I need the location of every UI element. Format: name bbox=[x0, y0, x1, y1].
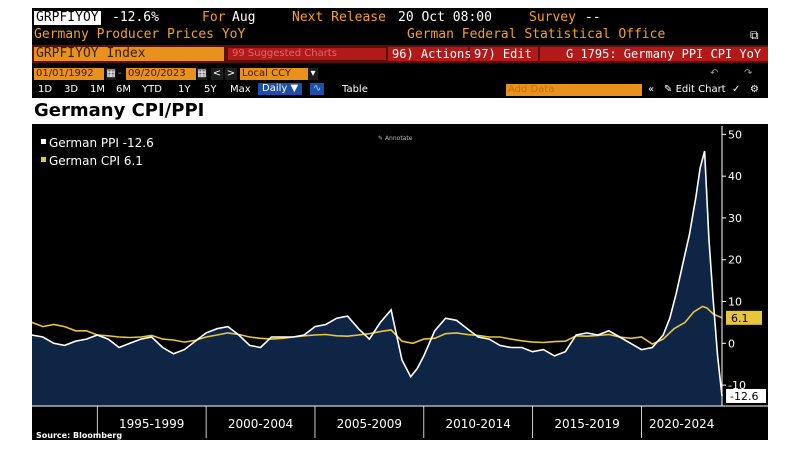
edit-chart-button[interactable]: ✎ Edit Chart bbox=[664, 84, 726, 95]
suggested-charts-button[interactable]: 99 Suggested Charts bbox=[228, 48, 386, 60]
for-label: For bbox=[202, 10, 226, 25]
y-ticks: 50 40 30 20 10 0 -10 bbox=[722, 128, 746, 392]
next-period-icon[interactable]: > bbox=[225, 68, 237, 80]
range-6m[interactable]: 6M bbox=[116, 84, 131, 95]
ppi-badge-text: -12.6 bbox=[730, 390, 758, 403]
legend-box bbox=[36, 130, 206, 174]
last-value: -12.6% bbox=[112, 10, 159, 25]
x-tick-label: 1995-1999 bbox=[119, 417, 184, 431]
redo-icon[interactable]: ↷ bbox=[744, 68, 753, 79]
cpi-badge-background bbox=[726, 310, 762, 325]
add-data-input[interactable]: Add Data bbox=[506, 84, 642, 96]
gear-icon[interactable]: ⚙ bbox=[750, 84, 759, 95]
source-name: German Federal Statistical Office bbox=[407, 27, 666, 42]
start-calendar-icon[interactable]: ▦ bbox=[106, 68, 116, 80]
ppi-last-value-badge: -12.6 bbox=[726, 388, 766, 403]
currency-chevron-icon[interactable]: ▾ bbox=[308, 68, 318, 80]
for-period: Aug bbox=[232, 10, 256, 25]
range-1y[interactable]: 1Y bbox=[178, 84, 191, 95]
range-1d[interactable]: 1D bbox=[38, 84, 53, 95]
legend-ppi-swatch bbox=[41, 139, 46, 144]
y-tick-label: 30 bbox=[728, 212, 742, 225]
x-ticks: 1995-1999 2000-2004 2005-2009 2010-2014 2015… bbox=[96, 406, 714, 438]
security-field[interactable]: GRPFIYOY Index bbox=[34, 47, 224, 61]
chart-area: 50 40 30 20 10 0 -10 1995-1999 2000-2004 2005-20… bbox=[32, 126, 768, 438]
chart-toolbar-row: 1D 3D 1M 6M YTD 1Y 5Y Max Daily ▼ ∿ Tabl… bbox=[32, 82, 768, 98]
range-1m[interactable]: 1M bbox=[90, 84, 105, 95]
ppi-series-line bbox=[32, 150, 723, 397]
range-ytd[interactable]: YTD bbox=[142, 84, 162, 95]
source-footnote: Source: Bloomberg bbox=[36, 431, 123, 440]
chart-title: Germany CPI/PPI bbox=[34, 100, 205, 121]
survey-label: Survey bbox=[529, 10, 576, 25]
cpi-badge-text: 6.1 bbox=[731, 312, 749, 325]
edit-button[interactable]: 97) Edit ▾ bbox=[470, 47, 546, 61]
ticker-box[interactable]: GRPFIYOY bbox=[34, 10, 101, 25]
legend-ppi-label: German PPI -12.6 bbox=[49, 136, 154, 150]
currency-field[interactable]: Local CCY bbox=[240, 68, 308, 80]
chart-reference[interactable]: G 1795: Germany PPI CPI YoY bbox=[540, 47, 768, 61]
cpi-last-value-badge: 6.1 bbox=[726, 310, 762, 325]
x-tick-label: 2010-2014 bbox=[446, 417, 511, 431]
legend-cpi-label: German CPI 6.1 bbox=[49, 154, 143, 168]
range-5y[interactable]: 5Y bbox=[204, 84, 217, 95]
annotate-pencil-icon: ✎ bbox=[378, 135, 385, 142]
line-chart-icon[interactable]: ∿ bbox=[310, 83, 325, 95]
table-button[interactable]: Table bbox=[342, 84, 368, 95]
date-range-row: 01/01/1992 ▦ - 09/20/2023 ▦ < > Local CC… bbox=[32, 66, 768, 82]
y-tick-label: 20 bbox=[728, 254, 742, 267]
popout-icon[interactable]: ⧉ bbox=[750, 28, 759, 42]
x-tick-label: 2015-2019 bbox=[554, 417, 619, 431]
end-date-field[interactable]: 09/20/2023 bbox=[126, 68, 196, 80]
range-max[interactable]: Max bbox=[230, 84, 251, 95]
y-tick-label: -10 bbox=[728, 379, 746, 392]
chart-title-bar: Germany CPI/PPI bbox=[32, 98, 768, 124]
frequency-dropdown[interactable]: Daily ▼ bbox=[258, 83, 303, 95]
y-tick-label: 0 bbox=[728, 337, 735, 350]
collapse-icon[interactable]: « bbox=[648, 84, 655, 95]
survey-value: -- bbox=[585, 10, 601, 25]
x-tick-label: 2000-2004 bbox=[228, 417, 293, 431]
next-release-label: Next Release bbox=[292, 10, 386, 25]
date-separator: - bbox=[118, 68, 122, 79]
annotate-label[interactable]: ✎ Annotate bbox=[378, 135, 413, 142]
series-description-row: Germany Producer Prices YoY German Feder… bbox=[32, 27, 768, 43]
bloomberg-terminal-window: GRPFIYOY -12.6% For Aug Next Release 20 … bbox=[32, 8, 768, 440]
annotate-hint[interactable]: ✎ Annotate bbox=[378, 135, 413, 142]
next-release-value: 20 Oct 08:00 bbox=[398, 10, 492, 25]
settings-check-icon[interactable]: ✓ bbox=[732, 84, 741, 95]
x-tick-label: 2005-2009 bbox=[337, 417, 402, 431]
legend: German PPI -12.6 German CPI 6.1 bbox=[36, 130, 206, 174]
y-tick-label: 40 bbox=[728, 170, 742, 183]
y-tick-label: 50 bbox=[728, 128, 742, 141]
ppi-area-fill bbox=[32, 151, 722, 406]
actions-button[interactable]: 96) Actions ▾ bbox=[388, 47, 486, 61]
legend-cpi-swatch bbox=[41, 157, 46, 162]
start-date-field[interactable]: 01/01/1992 bbox=[34, 68, 104, 80]
ticker-header-row: GRPFIYOY -12.6% For Aug Next Release 20 … bbox=[32, 10, 768, 26]
security-actions-bar: GRPFIYOY Index 99 Suggested Charts 96) A… bbox=[32, 45, 768, 63]
ppi-badge-background bbox=[726, 388, 766, 403]
pencil-icon: ✎ bbox=[664, 84, 673, 95]
x-tick-label: 2020-2024 bbox=[649, 417, 714, 431]
prev-period-icon[interactable]: < bbox=[211, 68, 223, 80]
undo-icon[interactable]: ↶ bbox=[710, 68, 719, 79]
end-calendar-icon[interactable]: ▦ bbox=[197, 68, 207, 80]
frequency-chevron-icon: ▼ bbox=[290, 83, 299, 94]
range-3d[interactable]: 3D bbox=[64, 84, 79, 95]
series-name: Germany Producer Prices YoY bbox=[34, 27, 246, 42]
y-tick-label: 10 bbox=[728, 296, 742, 309]
